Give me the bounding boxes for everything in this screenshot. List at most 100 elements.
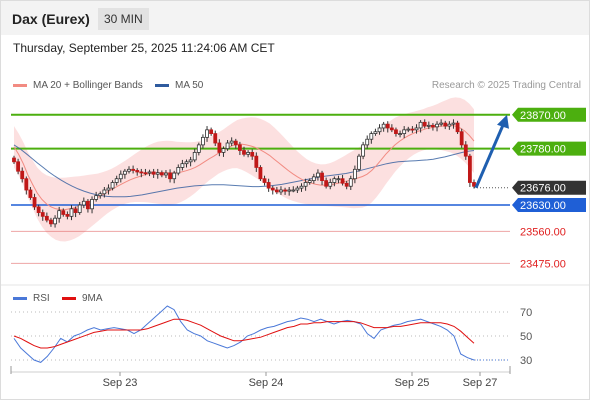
candle-body — [159, 172, 164, 176]
candle-body — [373, 131, 378, 135]
candle-body — [344, 182, 349, 187]
candle-body — [229, 140, 234, 144]
candle-body — [389, 127, 394, 131]
chart-datetime: Thursday, September 25, 2025 11:24:06 AM… — [13, 41, 275, 55]
candle-body — [266, 182, 271, 189]
candle-body — [328, 182, 333, 187]
candle-body — [81, 200, 86, 206]
legend-label-9ma: 9MA — [82, 293, 103, 304]
level-label-23870.00: 23870.00 — [520, 110, 566, 122]
candle-body — [28, 189, 33, 198]
candle-body — [184, 161, 189, 165]
candle-body — [291, 189, 296, 192]
candle-body — [49, 219, 53, 225]
candle-body — [410, 128, 415, 131]
candle-body — [262, 178, 267, 183]
candle-body — [131, 168, 136, 171]
candle-body — [316, 172, 320, 178]
rsi-9ma-line — [13, 318, 475, 349]
candle-body — [332, 178, 337, 183]
candle-body — [254, 155, 259, 168]
rsi-tick-label: 70 — [520, 307, 532, 319]
level-tag-23870.00: 23870.00 — [512, 107, 586, 122]
candle-body — [467, 155, 472, 183]
candle-body — [36, 206, 41, 213]
candle-body — [352, 168, 357, 180]
level-label-23676.00: 23676.00 — [520, 183, 566, 195]
candle-body — [213, 133, 218, 144]
candle-body — [205, 129, 209, 138]
candle-body — [455, 122, 460, 133]
candle-body — [90, 198, 94, 210]
candle-body — [377, 127, 382, 133]
candle-body — [217, 142, 222, 153]
candle-body — [422, 121, 427, 127]
candle-body — [443, 122, 448, 127]
time-axis-label: Sep 23 — [103, 377, 138, 389]
candle-body — [180, 163, 185, 168]
candle-body — [196, 144, 201, 153]
candle-body — [172, 172, 177, 180]
forecast-arrow-head — [497, 114, 509, 129]
ma50-swatch — [155, 83, 169, 87]
level-tag-23630.00: 23630.00 — [512, 198, 586, 213]
candle-body — [114, 178, 119, 183]
candle-body — [86, 200, 90, 210]
candle-body — [147, 171, 152, 174]
candle-body — [365, 138, 370, 146]
candle-body — [435, 123, 439, 128]
candle-body — [16, 161, 21, 172]
level-label-23630.00: 23630.00 — [520, 200, 566, 212]
candle-body — [250, 151, 255, 157]
rsi-line — [13, 305, 475, 363]
rsi-tick-label: 30 — [520, 355, 532, 367]
legend-label-ma20: MA 20 + Bollinger Bands — [33, 80, 143, 91]
candle-body — [336, 178, 341, 181]
candle-body — [274, 189, 279, 193]
time-axis-label: Sep 24 — [249, 377, 284, 389]
legend-item-ma50: MA 50 — [155, 80, 203, 91]
candle-body — [143, 172, 148, 175]
candle-body — [20, 170, 25, 180]
candle-body — [221, 148, 226, 153]
candle-body — [320, 172, 324, 182]
candle-body — [139, 171, 144, 174]
candle-body — [127, 168, 131, 172]
candle-body — [307, 180, 312, 183]
candle-body — [295, 187, 300, 191]
candle-body — [431, 124, 435, 128]
candle-body — [151, 171, 156, 175]
candle-body — [242, 150, 246, 155]
candle-body — [106, 187, 111, 191]
candle-body — [472, 182, 476, 187]
candle-body — [258, 167, 263, 180]
candle-body — [40, 212, 45, 217]
candle-body — [102, 189, 107, 195]
candle-body — [283, 189, 287, 192]
candle-body — [233, 140, 238, 146]
candle-body — [398, 133, 402, 136]
candle-body — [287, 189, 292, 192]
level-label-23780.00: 23780.00 — [520, 144, 566, 156]
time-axis-label: Sep 27 — [463, 377, 498, 389]
legend-item-ma20: MA 20 + Bollinger Bands — [13, 80, 143, 91]
ma50-line — [13, 144, 475, 198]
candle-body — [246, 151, 251, 155]
candle-body — [459, 131, 464, 146]
time-axis-label: Sep 25 — [395, 377, 430, 389]
candle-body — [340, 178, 345, 184]
legend-item-rsi: RSI — [13, 293, 50, 304]
candle-body — [414, 127, 419, 131]
candle-body — [118, 173, 123, 180]
level-tag-shape — [512, 198, 586, 213]
candle-body — [369, 133, 374, 140]
timeframe-button[interactable]: 30 MIN — [98, 8, 149, 30]
candle-body — [439, 122, 444, 125]
candle-body — [61, 210, 66, 215]
candle-body — [279, 189, 283, 193]
candle-body — [188, 159, 193, 163]
candle-body — [192, 151, 197, 161]
9ma-swatch — [62, 296, 76, 300]
candle-body — [406, 128, 411, 131]
